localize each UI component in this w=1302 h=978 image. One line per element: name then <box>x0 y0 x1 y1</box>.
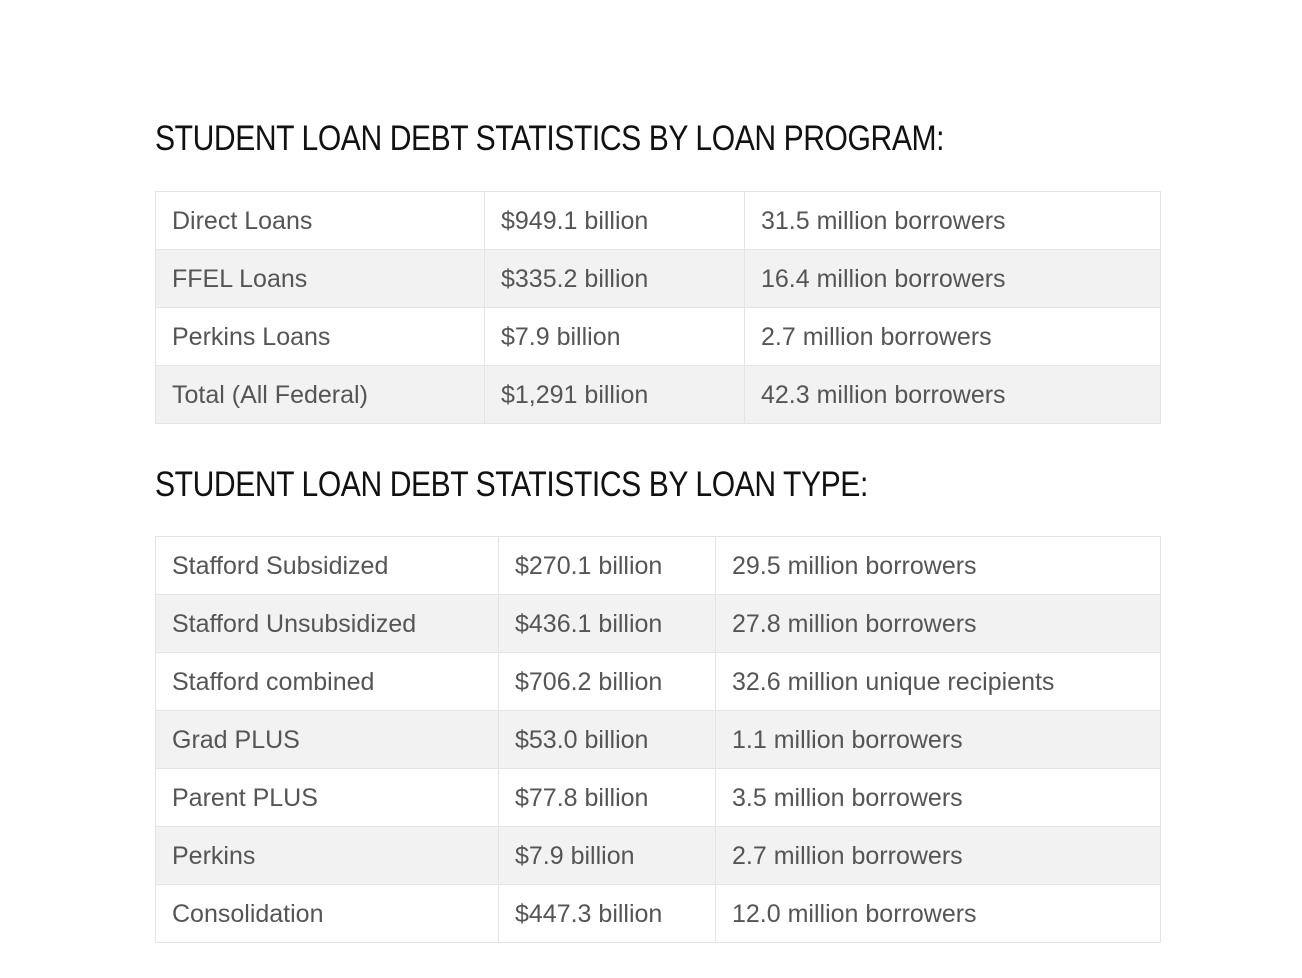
table-row: Stafford Unsubsidized $436.1 billion 27.… <box>155 594 1161 653</box>
table-row: Consolidation $447.3 billion 12.0 millio… <box>155 884 1161 943</box>
table-row: Direct Loans $949.1 billion 31.5 million… <box>155 191 1161 250</box>
borrowers-cell: 31.5 million borrowers <box>744 191 1161 250</box>
loan-name-cell: Perkins Loans <box>155 307 485 366</box>
amount-cell: $447.3 billion <box>498 884 716 943</box>
loan-name-cell: Stafford Unsubsidized <box>155 594 499 653</box>
borrowers-cell: 2.7 million borrowers <box>744 307 1161 366</box>
table-row: Perkins Loans $7.9 billion 2.7 million b… <box>155 307 1161 366</box>
amount-cell: $436.1 billion <box>498 594 716 653</box>
table-row: Stafford combined $706.2 billion 32.6 mi… <box>155 652 1161 711</box>
table-row: Perkins $7.9 billion 2.7 million borrowe… <box>155 826 1161 885</box>
borrowers-cell: 1.1 million borrowers <box>715 710 1161 769</box>
loan-name-cell: Perkins <box>155 826 499 885</box>
amount-cell: $949.1 billion <box>484 191 745 250</box>
section-title-loan-program: STUDENT LOAN DEBT STATISTICS BY LOAN PRO… <box>155 119 945 158</box>
amount-cell: $335.2 billion <box>484 249 745 308</box>
borrowers-cell: 32.6 million unique recipients <box>715 652 1161 711</box>
amount-cell: $77.8 billion <box>498 768 716 827</box>
table-row: Stafford Subsidized $270.1 billion 29.5 … <box>155 536 1161 595</box>
amount-cell: $53.0 billion <box>498 710 716 769</box>
amount-cell: $270.1 billion <box>498 536 716 595</box>
loan-name-cell: Grad PLUS <box>155 710 499 769</box>
loan-name-cell: Direct Loans <box>155 191 485 250</box>
amount-cell: $7.9 billion <box>498 826 716 885</box>
loan-name-cell: Total (All Federal) <box>155 365 485 424</box>
borrowers-cell: 42.3 million borrowers <box>744 365 1161 424</box>
loan-name-cell: Stafford combined <box>155 652 499 711</box>
loan-name-cell: Stafford Subsidized <box>155 536 499 595</box>
table-row: FFEL Loans $335.2 billion 16.4 million b… <box>155 249 1161 308</box>
borrowers-cell: 12.0 million borrowers <box>715 884 1161 943</box>
borrowers-cell: 3.5 million borrowers <box>715 768 1161 827</box>
amount-cell: $706.2 billion <box>498 652 716 711</box>
amount-cell: $7.9 billion <box>484 307 745 366</box>
table-row: Grad PLUS $53.0 billion 1.1 million borr… <box>155 710 1161 769</box>
borrowers-cell: 16.4 million borrowers <box>744 249 1161 308</box>
section-title-loan-type: STUDENT LOAN DEBT STATISTICS BY LOAN TYP… <box>155 465 868 504</box>
table-row: Total (All Federal) $1,291 billion 42.3 … <box>155 365 1161 424</box>
loan-name-cell: FFEL Loans <box>155 249 485 308</box>
borrowers-cell: 2.7 million borrowers <box>715 826 1161 885</box>
loan-name-cell: Consolidation <box>155 884 499 943</box>
amount-cell: $1,291 billion <box>484 365 745 424</box>
borrowers-cell: 27.8 million borrowers <box>715 594 1161 653</box>
loan-name-cell: Parent PLUS <box>155 768 499 827</box>
loan-program-table: Direct Loans $949.1 billion 31.5 million… <box>155 191 1161 424</box>
table-row: Parent PLUS $77.8 billion 3.5 million bo… <box>155 768 1161 827</box>
loan-type-table: Stafford Subsidized $270.1 billion 29.5 … <box>155 536 1161 943</box>
borrowers-cell: 29.5 million borrowers <box>715 536 1161 595</box>
